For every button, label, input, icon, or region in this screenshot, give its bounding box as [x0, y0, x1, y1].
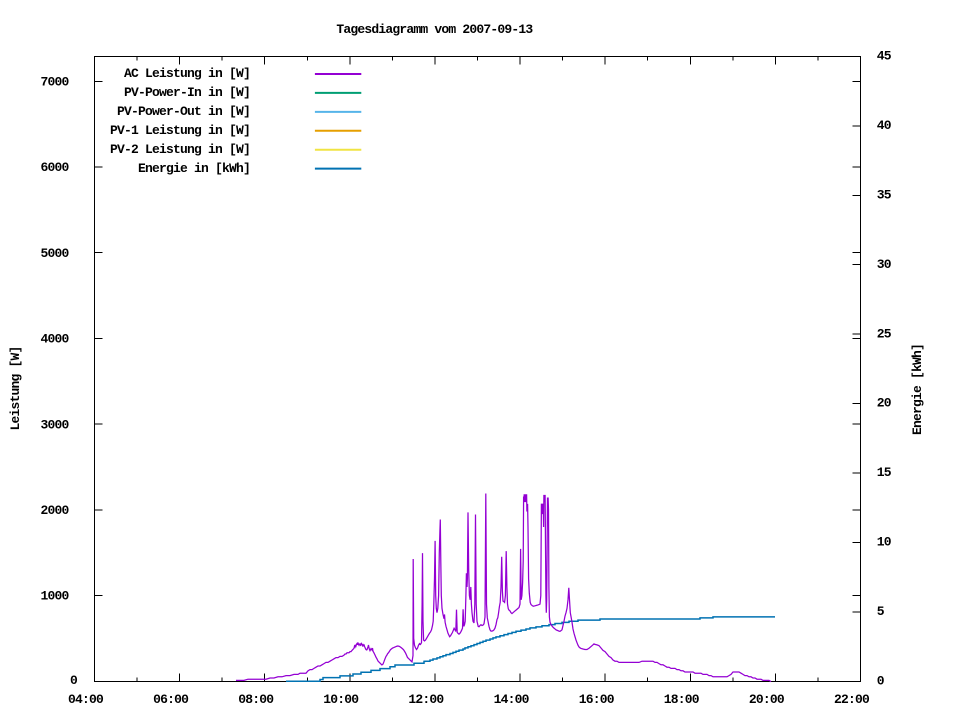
- svg-text:10: 10: [877, 535, 892, 550]
- svg-text:2000: 2000: [40, 503, 69, 518]
- svg-text:5: 5: [877, 604, 885, 619]
- svg-text:1000: 1000: [40, 589, 69, 604]
- svg-text:12:00: 12:00: [408, 692, 444, 707]
- svg-text:Energie in [kWh]: Energie in [kWh]: [138, 161, 250, 176]
- svg-text:45: 45: [877, 49, 892, 64]
- svg-text:Leistung [W]: Leistung [W]: [8, 346, 23, 430]
- svg-text:10:00: 10:00: [323, 692, 359, 707]
- svg-text:PV-Power-Out in [W]: PV-Power-Out in [W]: [117, 104, 250, 119]
- svg-text:PV-2 Leistung in [W]: PV-2 Leistung in [W]: [110, 142, 250, 157]
- svg-text:22:00: 22:00: [834, 692, 870, 707]
- svg-text:3000: 3000: [40, 417, 69, 432]
- svg-text:25: 25: [877, 326, 892, 341]
- svg-text:6000: 6000: [40, 160, 69, 175]
- svg-text:18:00: 18:00: [664, 692, 700, 707]
- svg-text:06:00: 06:00: [153, 692, 189, 707]
- svg-text:0: 0: [877, 674, 885, 689]
- svg-text:08:00: 08:00: [238, 692, 274, 707]
- svg-text:04:00: 04:00: [68, 692, 104, 707]
- svg-text:35: 35: [877, 188, 892, 203]
- svg-text:5000: 5000: [40, 246, 69, 261]
- svg-text:20: 20: [877, 396, 892, 411]
- svg-text:14:00: 14:00: [494, 692, 530, 707]
- svg-text:15: 15: [877, 465, 892, 480]
- svg-text:40: 40: [877, 118, 892, 133]
- svg-text:4000: 4000: [40, 332, 69, 347]
- svg-text:20:00: 20:00: [749, 692, 785, 707]
- svg-text:PV-Power-In in [W]: PV-Power-In in [W]: [124, 85, 250, 100]
- svg-text:0: 0: [70, 673, 78, 688]
- svg-text:AC Leistung in [W]: AC Leistung in [W]: [124, 66, 250, 81]
- svg-text:Tagesdiagramm vom 2007-09-13: Tagesdiagramm vom 2007-09-13: [336, 22, 533, 37]
- svg-text:Energie [kWh]: Energie [kWh]: [910, 344, 925, 435]
- svg-text:30: 30: [877, 257, 892, 272]
- svg-text:PV-1 Leistung in [W]: PV-1 Leistung in [W]: [110, 123, 250, 138]
- svg-text:16:00: 16:00: [579, 692, 615, 707]
- svg-text:7000: 7000: [40, 75, 69, 90]
